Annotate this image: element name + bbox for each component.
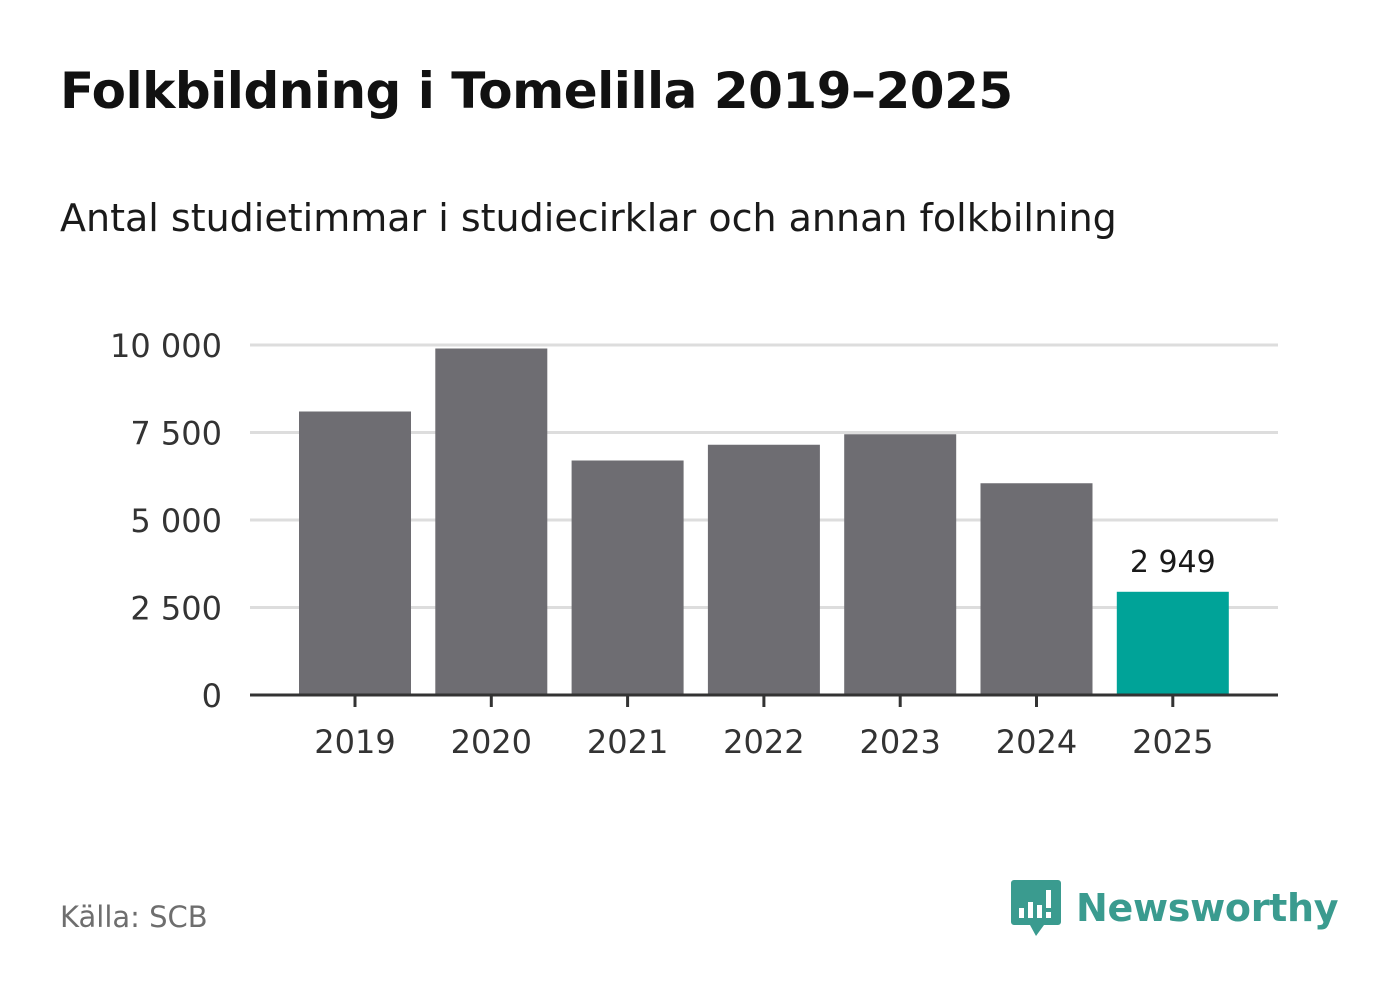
y-tick-label: 5 000: [130, 502, 222, 540]
chart-title: Folkbildning i Tomelilla 2019–2025: [60, 62, 1013, 120]
bar-2021: [571, 460, 684, 695]
bar-2023: [844, 434, 957, 695]
x-tick-label: 2021: [587, 723, 668, 761]
y-tick-label: 10 000: [110, 327, 222, 365]
y-tick-label: 2 500: [130, 590, 222, 628]
brand-name: Newsworthy: [1076, 886, 1339, 930]
chart-subtitle: Antal studietimmar i studiecirklar och a…: [60, 196, 1117, 240]
x-tick-label: 2023: [859, 723, 940, 761]
bar-chart: 0 2 500 5 000 7 500 10 000 2019 2020 2021 2022 20…: [110, 327, 1278, 761]
source-note: Källa: SCB: [60, 900, 208, 934]
y-tick-label: 0: [202, 677, 222, 715]
data-label: 2 949: [1130, 545, 1216, 580]
bar-2025: [1116, 591, 1229, 695]
bar-2022: [707, 444, 820, 695]
bar-2019: [299, 411, 411, 695]
x-tick-label: 2019: [314, 723, 395, 761]
x-tick-label: 2025: [1132, 723, 1213, 761]
x-tick-label: 2022: [723, 723, 804, 761]
x-tick-label: 2024: [996, 723, 1077, 761]
x-tick-label: 2020: [451, 723, 532, 761]
brand-logo: Newsworthy: [1010, 878, 1339, 938]
y-tick-label: 7 500: [130, 415, 222, 453]
bar-2020: [435, 348, 548, 695]
bar-2024: [980, 483, 1093, 695]
newsworthy-logo-icon: [1011, 880, 1061, 936]
